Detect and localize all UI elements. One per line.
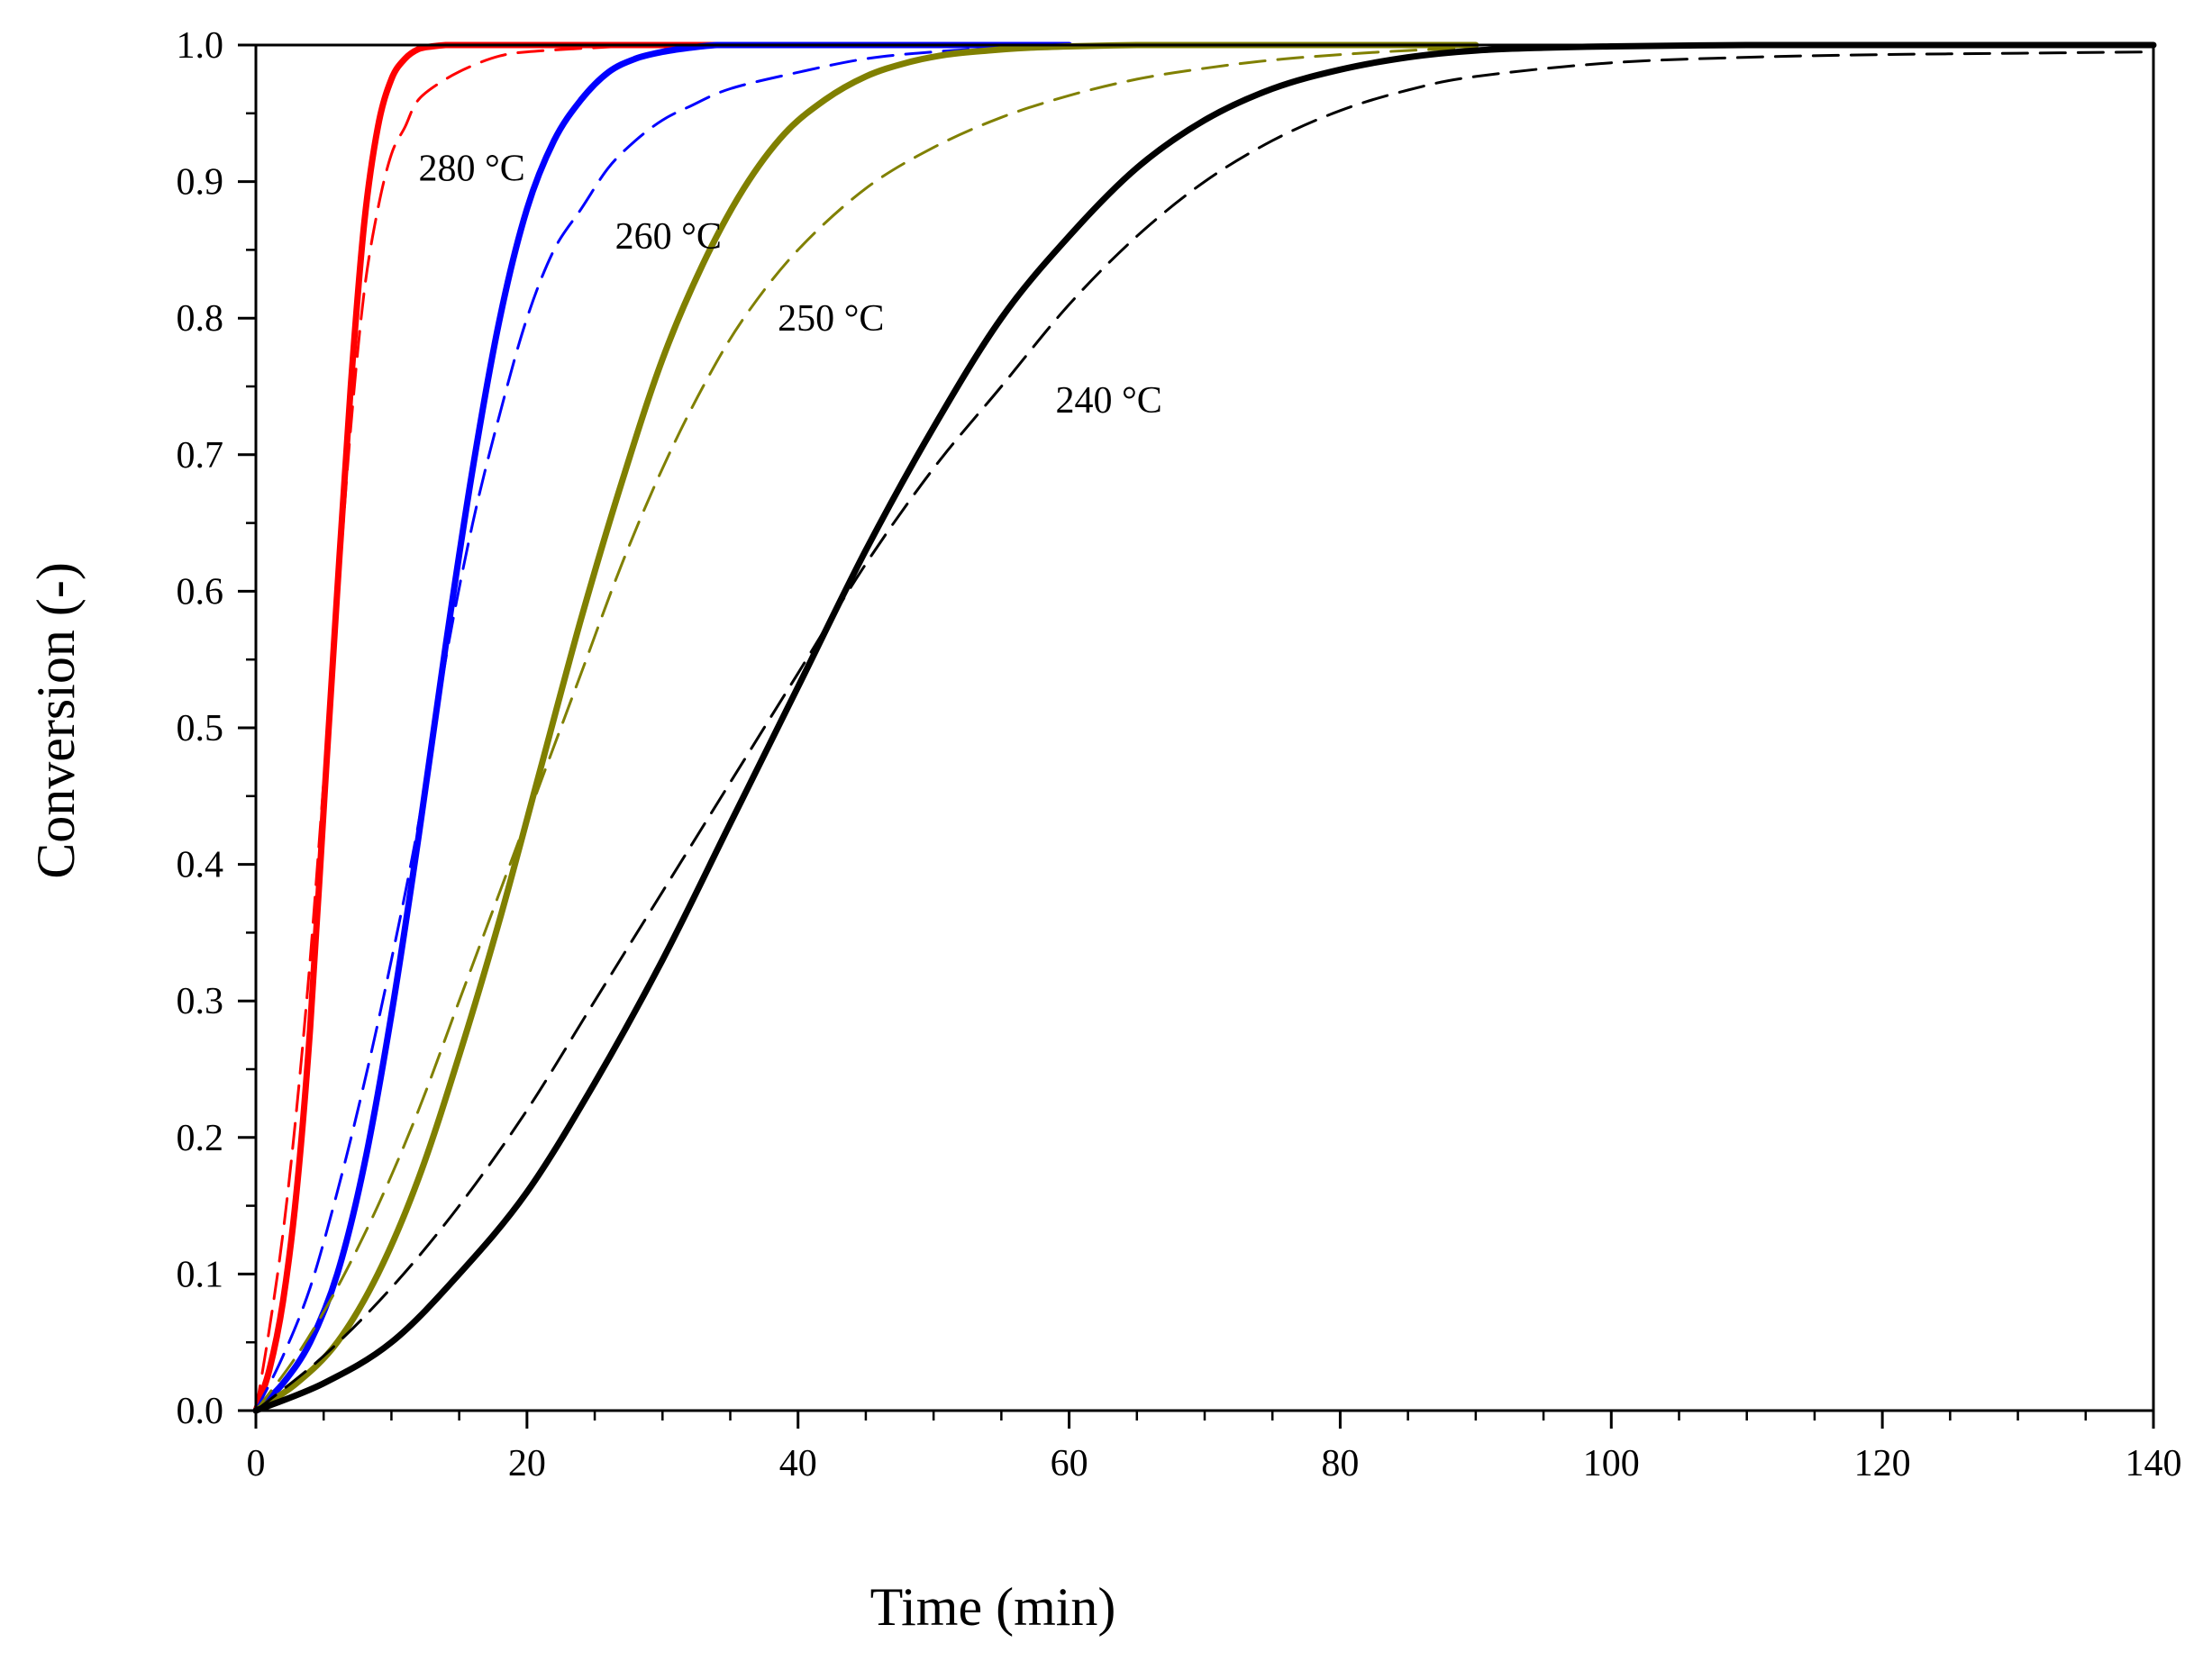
annotation-250-c: 250 °C: [778, 298, 884, 340]
y-tick-label: 0.0: [177, 1391, 224, 1432]
annotation-260-c: 260 °C: [615, 216, 722, 258]
axis-layer: [238, 43, 2155, 1429]
annotation-240-c: 240 °C: [1056, 380, 1162, 422]
y-tick-label: 0.4: [177, 845, 224, 886]
y-tick-label: 0.5: [177, 708, 224, 749]
y-tick-label: 0.1: [177, 1254, 224, 1295]
y-tick-label: 0.8: [177, 298, 224, 340]
series-line-250-c: [252, 41, 1479, 1414]
series-line-280-c-model: [254, 43, 800, 1412]
x-tick-label: 80: [1321, 1443, 1359, 1484]
x-axis-title: Time (min): [870, 1577, 1116, 1637]
x-tick-label: 20: [508, 1443, 546, 1484]
x-tick-label: 60: [1051, 1443, 1088, 1484]
label-layer: 0 20 40 60 80 100 120 140 0.0 0.1 0.2 0.3 0.4 0.5 0.6 0…: [177, 25, 2182, 1484]
annotation-280-c: 280 °C: [419, 148, 525, 189]
y-tick-label: 0.7: [177, 435, 224, 477]
x-tick-label: 120: [1854, 1443, 1911, 1484]
y-tick-label: 0.2: [177, 1118, 224, 1159]
y-tick-label: 1.0: [177, 25, 224, 67]
x-tick-label: 0: [247, 1443, 266, 1484]
x-tick-label: 40: [779, 1443, 817, 1484]
series-line-240-c: [252, 41, 2157, 1414]
y-tick-label: 0.3: [177, 981, 224, 1022]
x-tick-label: 100: [1583, 1443, 1640, 1484]
x-tick-label: 140: [2126, 1443, 2182, 1484]
series-line-260-c-model: [254, 43, 1071, 1412]
series-line-250-c-model: [254, 46, 1478, 1412]
y-tick-label: 0.9: [177, 162, 224, 204]
y-tick-label: 0.6: [177, 571, 224, 613]
y-axis-title: Conversion (-): [26, 562, 86, 879]
series-line-240-c-model: [254, 50, 2155, 1412]
